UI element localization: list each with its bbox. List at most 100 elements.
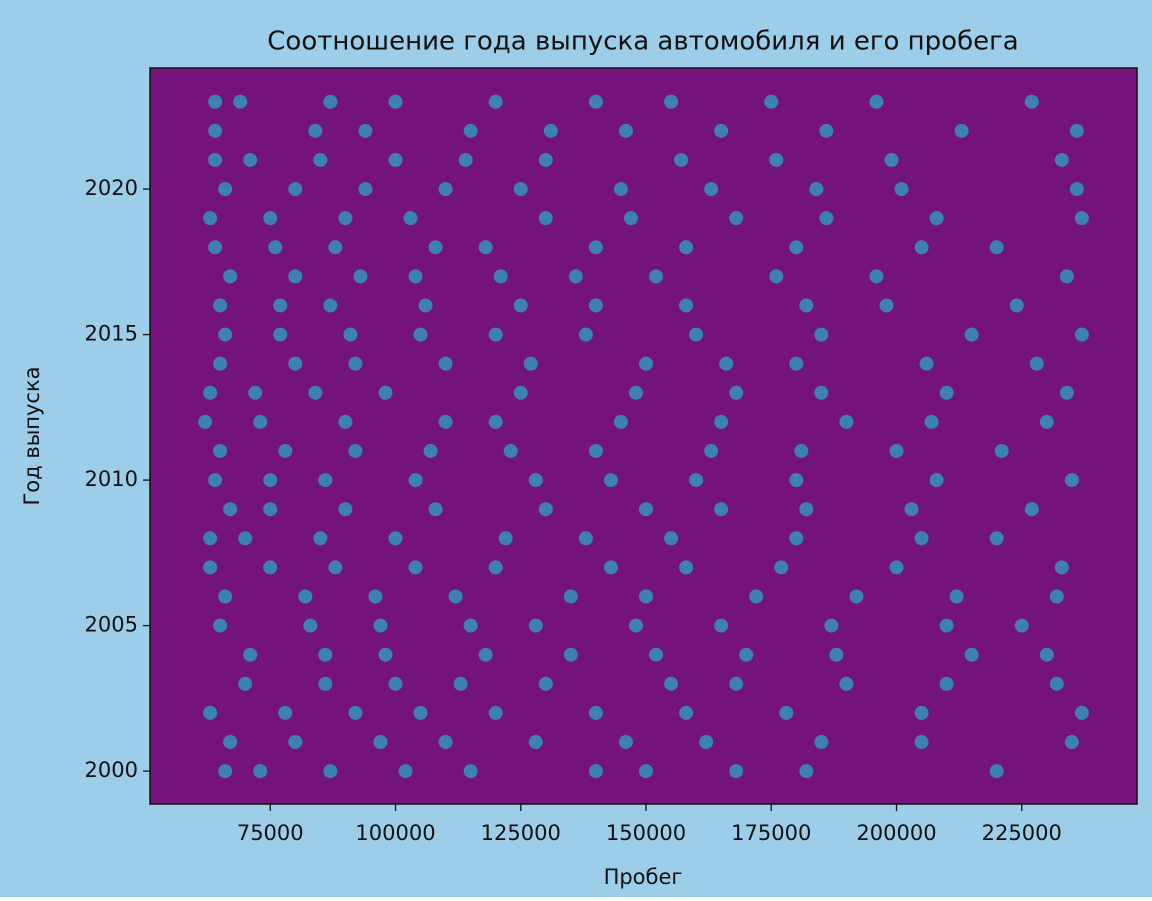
point xyxy=(1054,560,1069,575)
point xyxy=(408,560,423,575)
point xyxy=(203,211,218,226)
point xyxy=(704,182,719,197)
point xyxy=(213,356,228,371)
point xyxy=(213,298,228,313)
point xyxy=(603,473,618,488)
point xyxy=(208,94,223,109)
point xyxy=(493,269,508,284)
plot-frame xyxy=(149,67,1138,805)
point xyxy=(233,94,248,109)
point xyxy=(318,647,333,662)
point xyxy=(889,560,904,575)
point xyxy=(664,531,679,546)
x-tick-label: 175000 xyxy=(731,821,811,845)
point xyxy=(639,589,654,604)
point xyxy=(1014,618,1029,633)
point xyxy=(794,443,809,458)
point xyxy=(1049,676,1064,691)
point xyxy=(674,152,689,167)
point xyxy=(699,735,714,750)
point xyxy=(914,531,929,546)
point xyxy=(1064,473,1079,488)
point xyxy=(238,531,253,546)
point xyxy=(729,211,744,226)
point xyxy=(814,735,829,750)
point xyxy=(463,618,478,633)
point xyxy=(588,298,603,313)
point xyxy=(789,473,804,488)
point xyxy=(373,618,388,633)
point xyxy=(563,589,578,604)
point xyxy=(839,414,854,429)
point xyxy=(528,473,543,488)
x-tick-label: 75000 xyxy=(237,821,304,845)
point xyxy=(288,269,303,284)
point xyxy=(623,211,638,226)
point xyxy=(568,269,583,284)
x-tick-label: 225000 xyxy=(982,821,1062,845)
point xyxy=(223,502,238,517)
point xyxy=(343,327,358,342)
point xyxy=(263,211,278,226)
y-axis-label: Год выпуска xyxy=(20,366,44,505)
point xyxy=(664,94,679,109)
point xyxy=(628,618,643,633)
y-tick-label: 2005 xyxy=(85,613,138,637)
point xyxy=(313,152,328,167)
point xyxy=(789,531,804,546)
point xyxy=(719,356,734,371)
point xyxy=(203,385,218,400)
x-tick-label: 125000 xyxy=(481,821,561,845)
point xyxy=(914,240,929,255)
point xyxy=(298,589,313,604)
chart-title: Соотношение года выпуска автомобиля и ег… xyxy=(267,27,1018,57)
point xyxy=(488,414,503,429)
point xyxy=(448,589,463,604)
point xyxy=(218,764,233,779)
point xyxy=(438,735,453,750)
point xyxy=(964,647,979,662)
point xyxy=(358,182,373,197)
x-tick-label: 150000 xyxy=(606,821,686,845)
point xyxy=(348,705,363,720)
point xyxy=(303,618,318,633)
point xyxy=(679,705,694,720)
point xyxy=(538,211,553,226)
point xyxy=(1049,589,1064,604)
point xyxy=(714,502,729,517)
point xyxy=(588,240,603,255)
point xyxy=(774,560,789,575)
y-tick-label: 2000 xyxy=(85,758,138,782)
point xyxy=(288,735,303,750)
point xyxy=(408,269,423,284)
point xyxy=(238,676,253,691)
point xyxy=(408,473,423,488)
point xyxy=(353,269,368,284)
point xyxy=(463,764,478,779)
point xyxy=(278,443,293,458)
point xyxy=(328,240,343,255)
point xyxy=(714,618,729,633)
point xyxy=(513,182,528,197)
point xyxy=(824,618,839,633)
point xyxy=(739,647,754,662)
point xyxy=(413,705,428,720)
point xyxy=(318,676,333,691)
point xyxy=(613,414,628,429)
point xyxy=(198,414,213,429)
point xyxy=(578,327,593,342)
point xyxy=(1009,298,1024,313)
point xyxy=(603,560,618,575)
point xyxy=(438,414,453,429)
point xyxy=(503,443,518,458)
point xyxy=(323,764,338,779)
point xyxy=(588,705,603,720)
point xyxy=(884,152,899,167)
point xyxy=(348,443,363,458)
point xyxy=(769,152,784,167)
point xyxy=(488,94,503,109)
point xyxy=(689,473,704,488)
point xyxy=(618,735,633,750)
point xyxy=(273,298,288,313)
point xyxy=(318,473,333,488)
